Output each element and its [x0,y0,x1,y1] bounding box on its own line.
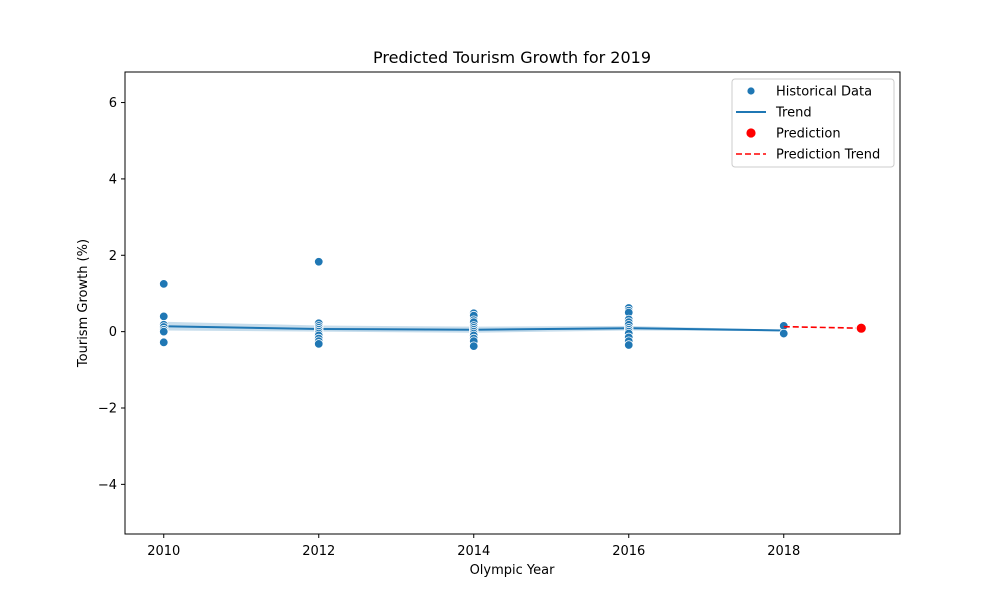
legend-label: Prediction [776,127,841,142]
historical-data-point [314,257,323,266]
historical-data-point [159,327,168,336]
x-axis-label: Olympic Year [470,563,556,578]
legend-marker [746,128,756,138]
historical-data-point [779,329,788,338]
y-axis-label: Tourism Growth (%) [76,239,91,368]
chart-title: Predicted Tourism Growth for 2019 [373,48,651,67]
legend: Historical Data Trend Prediction Prediction… [732,79,894,167]
x-axis: 2010 2012 2014 2016 2018 [147,534,800,559]
x-tick-label: 2014 [457,544,490,559]
historical-data-point [159,338,168,347]
legend-label: Prediction Trend [776,148,880,163]
legend-marker [747,87,755,95]
x-tick-label: 2010 [147,544,180,559]
y-tick-label: −2 [98,402,117,417]
historical-data-point [159,280,168,289]
x-tick-label: 2018 [767,544,800,559]
y-tick-label: 2 [109,249,117,264]
y-tick-label: 4 [109,172,117,187]
legend-label: Trend [775,106,812,121]
x-tick-label: 2012 [302,544,335,559]
historical-data-point [314,340,323,349]
y-tick-label: 6 [109,96,117,111]
y-tick-label: 0 [109,325,117,340]
historical-data-point [469,342,478,351]
legend-label: Historical Data [776,85,872,100]
prediction-point [856,323,866,333]
historical-data-point [624,341,633,350]
y-tick-label: −4 [98,478,117,493]
x-tick-label: 2016 [612,544,645,559]
historical-data-point [159,312,168,321]
y-axis: −4 −2 0 2 4 6 [98,96,125,493]
prediction-trend-line [784,327,862,329]
